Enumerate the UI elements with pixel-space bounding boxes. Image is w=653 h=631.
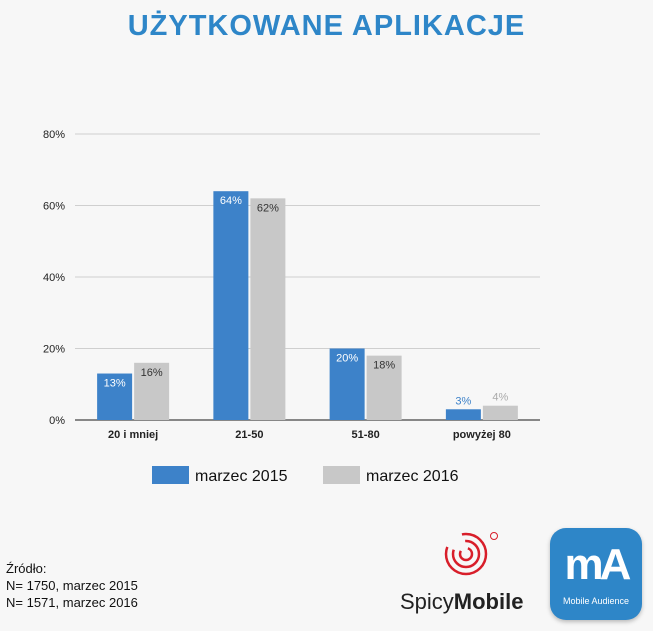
bar bbox=[482, 405, 518, 420]
y-tick-label: 40% bbox=[43, 272, 65, 284]
legend-label: marzec 2015 bbox=[195, 468, 288, 485]
bar bbox=[250, 198, 286, 420]
y-tick-label: 60% bbox=[43, 201, 65, 213]
bar-value-label: 4% bbox=[492, 392, 508, 404]
ma-caption: Mobile Audience bbox=[562, 596, 630, 606]
legend-label: marzec 2016 bbox=[366, 468, 459, 485]
y-tick-label: 80% bbox=[43, 129, 65, 141]
bar bbox=[366, 355, 402, 420]
bar bbox=[213, 191, 249, 420]
y-tick-label: 20% bbox=[43, 344, 65, 356]
page-title: UŻYTKOWANE APLIKACJE bbox=[127, 10, 526, 42]
source-line-2: N= 1571, marzec 2016 bbox=[6, 595, 138, 610]
spicy-word: Spicy bbox=[400, 589, 454, 614]
y-tick-label: 0% bbox=[49, 415, 65, 427]
spicymobile-wordmark: SpicyMobile bbox=[400, 589, 523, 615]
category-label: 21-50 bbox=[235, 429, 263, 441]
mobile-word: Mobile bbox=[453, 589, 524, 614]
category-label: powyżej 80 bbox=[453, 429, 511, 441]
bar-value-label: 16% bbox=[141, 367, 163, 379]
bar-value-label: 20% bbox=[336, 353, 358, 365]
bar-value-label: 18% bbox=[373, 360, 395, 372]
bar bbox=[134, 362, 170, 420]
legend-swatch bbox=[323, 466, 360, 484]
spicymobile-logo-icon bbox=[444, 532, 498, 576]
ma-mark: mA bbox=[564, 540, 632, 589]
category-label: 20 i mniej bbox=[108, 429, 158, 441]
bar bbox=[329, 348, 365, 420]
source-note: Źródło: N= 1750, marzec 2015 N= 1571, ma… bbox=[6, 560, 138, 611]
source-heading: Źródło: bbox=[6, 561, 47, 576]
bar bbox=[97, 373, 133, 420]
bar-value-label: 13% bbox=[104, 378, 126, 390]
mobile-audience-logo-icon: mA Mobile Audience bbox=[550, 528, 642, 620]
bar-value-label: 3% bbox=[455, 395, 471, 407]
bar-chart: 0% 20% 40% 60% 80% 13% 16% 20 i mniej 64% 62% 21-5… bbox=[43, 129, 540, 485]
legend-swatch bbox=[152, 466, 189, 484]
bar-value-label: 62% bbox=[257, 202, 279, 214]
bar-value-label: 64% bbox=[220, 195, 242, 207]
category-label: 51-80 bbox=[352, 429, 380, 441]
bar bbox=[445, 409, 481, 420]
source-line-1: N= 1750, marzec 2015 bbox=[6, 578, 138, 593]
